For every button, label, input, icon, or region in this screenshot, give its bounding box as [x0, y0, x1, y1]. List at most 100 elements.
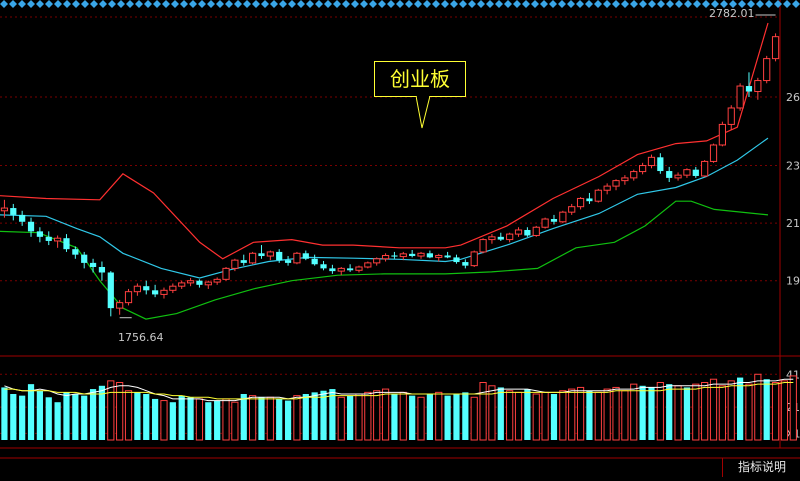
timeline-marker	[747, 0, 755, 8]
timeline-marker	[738, 0, 746, 8]
candle-body	[0, 207, 9, 212]
candle-body	[364, 262, 372, 268]
timeline-marker	[756, 0, 764, 8]
volume-bar	[621, 390, 629, 441]
volume-bar	[763, 379, 770, 440]
candle-body	[107, 272, 114, 309]
timeline-marker	[558, 0, 566, 8]
volume-bar	[124, 390, 133, 441]
timeline-marker	[306, 0, 314, 8]
candle-body	[639, 165, 647, 173]
candle-body	[186, 280, 195, 284]
volume-bar	[116, 382, 124, 441]
timeline-marker	[45, 0, 53, 8]
candle-body	[692, 169, 699, 176]
volume-bar	[727, 380, 735, 441]
volume-bar	[249, 395, 257, 441]
candle-body	[72, 249, 79, 255]
volume-bar	[258, 397, 265, 440]
timeline-marker	[153, 0, 161, 8]
volume-bar	[143, 394, 150, 440]
price-tick-label: 23	[786, 160, 800, 173]
volume-bar	[399, 391, 407, 441]
volume-bar	[63, 392, 70, 440]
timeline-marker	[504, 0, 512, 8]
volume-bar	[276, 398, 283, 440]
candle-body	[355, 266, 363, 271]
volume-bar	[532, 393, 540, 441]
volume-bar	[576, 386, 585, 441]
candle-body	[337, 267, 345, 272]
timeline-marker	[36, 0, 44, 8]
volume-bar	[347, 395, 354, 440]
timeline-marker	[315, 0, 323, 8]
volume-bar	[134, 392, 141, 440]
timeline-marker	[216, 0, 224, 8]
candle-body	[133, 285, 141, 293]
volume-bar	[329, 389, 336, 440]
volume-bar	[594, 391, 602, 441]
candle-body	[763, 58, 771, 82]
candle-body	[506, 233, 514, 241]
callout-pointer	[416, 96, 430, 129]
timeline-marker	[81, 0, 89, 8]
candle-body	[417, 252, 425, 257]
candle-body	[621, 177, 629, 182]
candle-body	[45, 236, 52, 241]
candle-body	[462, 262, 469, 266]
candle-body	[293, 252, 301, 264]
timeline-marker	[324, 0, 332, 8]
timeline-marker	[90, 0, 98, 8]
volume-bar	[692, 383, 700, 441]
volume-bar	[737, 377, 744, 440]
timeline-marker	[603, 0, 611, 8]
price-tick-label: 26	[786, 91, 800, 104]
candle-body	[231, 259, 239, 269]
timeline-marker	[225, 0, 233, 8]
volume-bar	[187, 397, 194, 440]
timeline-marker	[720, 0, 728, 8]
timeline-marker	[396, 0, 404, 8]
candle-body	[63, 238, 70, 250]
timeline-marker	[675, 0, 683, 8]
volume-bar	[666, 384, 673, 440]
candle-body	[701, 160, 709, 177]
candle-body	[284, 260, 292, 263]
volume-bar	[745, 383, 753, 441]
timeline-marker	[54, 0, 62, 8]
volume-bar	[435, 391, 443, 441]
candle-body	[541, 218, 549, 228]
timeline-marker	[495, 0, 503, 8]
timeline-marker	[72, 0, 80, 8]
volume-bar	[311, 392, 318, 440]
timeline-marker	[693, 0, 701, 8]
timeline-marker	[549, 0, 557, 8]
volume-bar	[586, 390, 593, 440]
timeline-marker	[0, 0, 8, 8]
candle-body	[576, 197, 585, 208]
candle-body	[81, 254, 88, 263]
volume-bar	[674, 385, 682, 441]
volume-bar	[559, 390, 567, 441]
volume-bar	[302, 394, 309, 440]
volume-bar	[453, 394, 460, 440]
volume-bar	[470, 396, 478, 441]
upper-band-line	[0, 22, 769, 260]
timeline-marker	[189, 0, 197, 8]
timeline-marker	[18, 0, 26, 8]
candle-body	[426, 253, 433, 258]
volume-bar	[391, 394, 398, 440]
volume-bar	[89, 389, 97, 440]
volume-bar	[417, 396, 425, 441]
volume-bar	[524, 389, 531, 440]
candle-body	[152, 290, 159, 295]
indicator-help-button[interactable]: 指标说明	[722, 458, 800, 477]
timeline-marker	[252, 0, 260, 8]
volume-bar	[497, 387, 504, 440]
volume-bar	[107, 380, 115, 441]
candle-body	[266, 251, 274, 257]
timeline-marker	[576, 0, 584, 8]
volume-bar	[72, 394, 79, 440]
